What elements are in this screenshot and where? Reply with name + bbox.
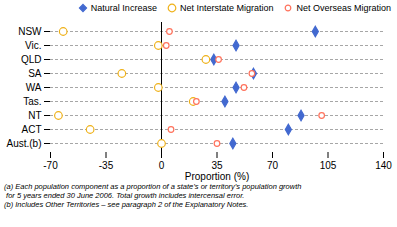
svg-text:NSW: NSW: [18, 26, 42, 37]
svg-text:Tas.: Tas.: [23, 96, 41, 107]
svg-text:Aust.(b): Aust.(b): [6, 138, 41, 149]
html-text:(a) Each population component: (a) Each population component as a propo…: [4, 182, 302, 191]
svg-text:Vic.: Vic.: [25, 40, 42, 51]
svg-text:Proportion (%): Proportion (%): [185, 171, 249, 182]
svg-text:QLD: QLD: [21, 54, 42, 65]
svg-text:70: 70: [267, 160, 279, 171]
svg-text:105: 105: [320, 160, 337, 171]
html-text:for 5 years ended 30 June 2006: for 5 years ended 30 June 2006. Total gr…: [4, 191, 245, 200]
svg-text:WA: WA: [26, 82, 42, 93]
html-text:(b) Includes Other Territories: (b) Includes Other Territories – see par…: [4, 200, 249, 209]
svg-text:-35: -35: [99, 160, 114, 171]
svg-text:0: 0: [159, 160, 165, 171]
svg-text:35: 35: [211, 160, 223, 171]
svg-text:ACT: ACT: [22, 124, 42, 135]
svg-text:SA: SA: [28, 68, 42, 79]
html-text:Net Interstate Migration: Net Interstate Migration: [179, 3, 274, 13]
svg-text:140: 140: [375, 160, 392, 171]
svg-text:NT: NT: [28, 110, 41, 121]
svg-text:-70: -70: [43, 160, 58, 171]
html-text:Net Overseas Migration: Net Overseas Migration: [296, 3, 391, 13]
html-text:Natural Increase: Natural Increase: [90, 3, 157, 13]
